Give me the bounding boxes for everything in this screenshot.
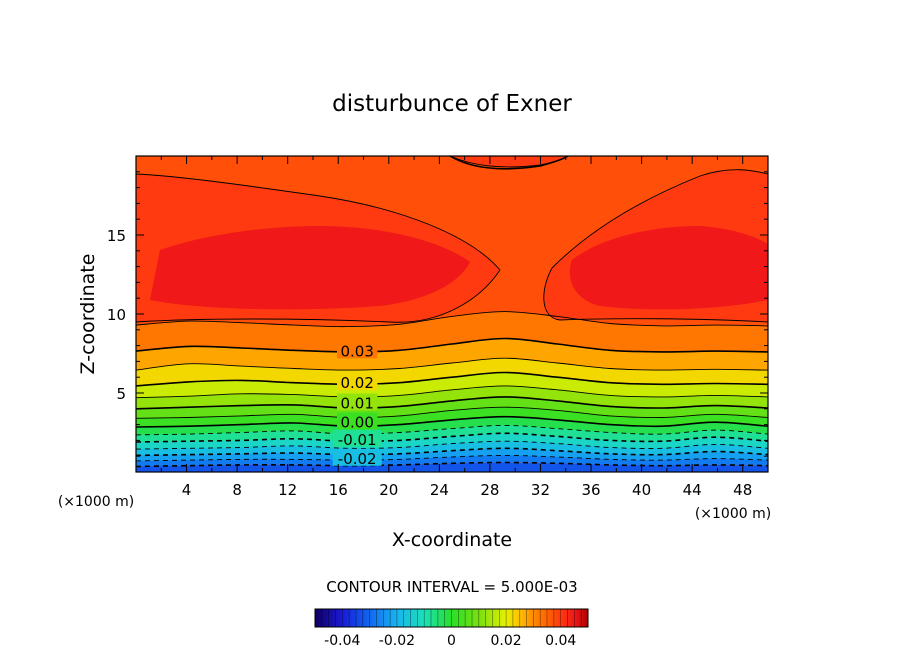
x-unit-label: (×1000 m) xyxy=(695,506,771,522)
contour-lines xyxy=(136,156,768,468)
contour-label-bg xyxy=(337,341,378,359)
contour-label: 0.02 xyxy=(340,374,373,392)
contour-line xyxy=(136,415,768,428)
contour-line xyxy=(136,357,768,371)
z-unit-label: (×1000 m) xyxy=(58,494,134,510)
contour-line xyxy=(136,461,768,468)
contour-label-bg xyxy=(337,372,378,390)
x-tick-label: 48 xyxy=(733,481,752,499)
colorbar-tick-label: -0.04 xyxy=(324,633,360,649)
x-axis-ticks: 4 8 12 16 20 24 28 32 36 40 44 48 xyxy=(160,156,752,499)
colorbar-ticks: -0.04 -0.02 0 0.02 0.04 xyxy=(324,633,576,649)
contour-line xyxy=(136,371,768,387)
contour-label: 0.00 xyxy=(340,413,373,431)
contour-line xyxy=(136,396,768,410)
x-tick-label: 36 xyxy=(581,481,600,499)
x-axis-label: X-coordinate xyxy=(392,529,512,551)
colorbar-tick-label: -0.02 xyxy=(379,633,415,649)
x-tick-label: 20 xyxy=(379,481,398,499)
contour-line xyxy=(136,454,768,462)
contour-label-bg xyxy=(337,393,378,411)
contour-fills xyxy=(136,156,768,472)
x-tick-label: 44 xyxy=(683,481,702,499)
contour-band xyxy=(150,226,470,310)
contour-line xyxy=(136,406,768,419)
x-tick-label: 16 xyxy=(329,481,348,499)
colorbar-frame xyxy=(314,608,589,628)
contour-line xyxy=(449,156,569,170)
contour-line xyxy=(136,173,501,323)
contour-band xyxy=(450,156,568,167)
contour-line xyxy=(136,447,768,457)
contour-label-bg xyxy=(332,448,382,466)
contour-line xyxy=(543,169,768,323)
colorbar-tick-label: 0 xyxy=(447,633,456,649)
plot-area: 0.03 0.02 0.010.00-0.01-0.02 xyxy=(135,155,769,473)
contour-line xyxy=(136,337,768,353)
contour-interval-label: CONTOUR INTERVAL = 5.000E-03 xyxy=(326,578,577,596)
contour-line xyxy=(136,440,768,450)
x-tick-label: 28 xyxy=(480,481,499,499)
contour-line xyxy=(136,432,768,443)
y-tick-label: 10 xyxy=(107,306,126,324)
y-axis-ticks: 5 10 15 xyxy=(107,171,768,457)
x-tick-label: 24 xyxy=(430,481,449,499)
colorbar-level-lines xyxy=(321,609,582,627)
contour-label: 0.01 xyxy=(340,394,373,412)
contour-label-bg xyxy=(337,412,378,430)
chart-title: disturbunce of Exner xyxy=(332,91,572,117)
contour-line xyxy=(136,385,768,399)
colorbar-tick-label: 0.02 xyxy=(491,633,522,649)
x-tick-label: 4 xyxy=(182,481,192,499)
contour-label: -0.01 xyxy=(338,431,377,449)
contour-band xyxy=(569,226,768,310)
x-tick-label: 8 xyxy=(232,481,242,499)
y-tick-label: 5 xyxy=(116,385,126,403)
contour-line xyxy=(136,311,768,328)
contour-line xyxy=(136,424,768,436)
x-tick-label: 12 xyxy=(278,481,297,499)
x-tick-label: 40 xyxy=(632,481,651,499)
contour-label-bg xyxy=(332,429,382,447)
y-tick-label: 15 xyxy=(107,227,126,245)
contour-band xyxy=(136,462,768,472)
y-axis-label: Z-coordinate xyxy=(77,254,99,375)
contour-label: -0.02 xyxy=(338,450,377,468)
contour-label: 0.03 xyxy=(340,342,373,360)
colorbar: -0.04 -0.02 0 0.02 0.04 xyxy=(314,608,589,649)
contour-labels: 0.03 0.02 0.010.00-0.01-0.02 xyxy=(332,341,382,468)
colorbar-tick-label: 0.04 xyxy=(545,633,576,649)
x-tick-label: 32 xyxy=(531,481,550,499)
